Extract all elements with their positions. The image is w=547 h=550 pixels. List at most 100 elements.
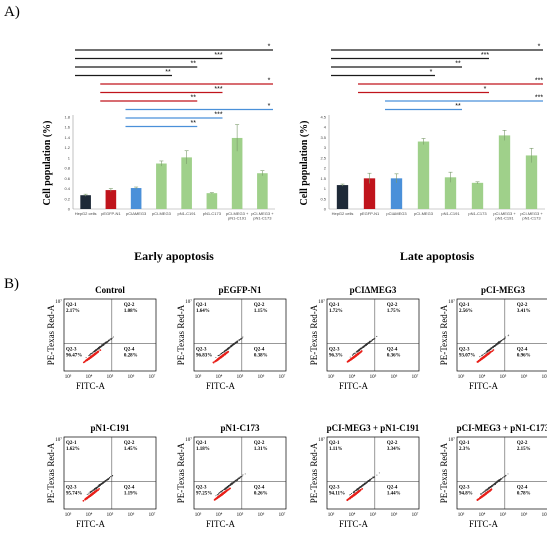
x-category-label: pN1-C173: [203, 211, 222, 216]
quadrant-q2-4: Q2-4: [254, 348, 265, 353]
panel-label-b: B): [4, 276, 19, 292]
quadrant-q2-1-value: 1.11%: [329, 447, 342, 452]
x-category-label: pCI-MEG3 +: [493, 211, 516, 216]
y-axis-label: PE-Texas Red-A: [46, 442, 56, 503]
quadrant-q2-4: Q2-4: [124, 348, 135, 353]
x-category-label: pN1-C191: [495, 216, 514, 221]
plot-frame: [63, 298, 157, 372]
quadrant-q2-1-value: 2.56%: [459, 309, 473, 314]
quadrant-q2-2: Q2-2: [517, 441, 528, 446]
panel-label-a: A): [4, 4, 20, 20]
quadrant-q2-1-value: 1.72%: [329, 309, 343, 314]
x-tick-label: 10³: [65, 374, 72, 380]
y-tick-label: 0.6: [64, 176, 70, 181]
quadrant-q2-4: Q2-4: [517, 348, 528, 353]
y-tick-label: 0.5: [320, 196, 326, 201]
y-axis-label: Cell population (%): [299, 120, 310, 205]
x-tick-label: 10⁵: [237, 374, 244, 380]
significance-mark: ***: [481, 52, 489, 59]
y-tick-label: 10⁷: [55, 437, 62, 443]
quadrant-q2-2: Q2-2: [254, 441, 265, 446]
plot-frame: [456, 298, 547, 372]
late-apoptosis-plot: 0 0.5 1 1.5 2 2.5 3 3.5 4 4.5 HepG2 cells pEGFP-N1 p…: [299, 44, 545, 263]
y-axis-label: PE-Texas Red-A: [309, 442, 319, 503]
y-tick-label: 1: [324, 186, 327, 191]
x-category-label: pEGFP-N1: [101, 211, 121, 216]
quadrant-q2-2-value: 3.41%: [517, 309, 531, 314]
quadrant-q2-3: Q2-3: [66, 486, 77, 491]
bar-1: [80, 195, 91, 209]
x-tick-label: 10³: [328, 374, 335, 380]
plot-frame: [456, 436, 547, 510]
scatter-points: [212, 336, 244, 364]
flow-panel-5: pN1-C191 Q2-11.62% Q2-21.45% Q2-395.74% Q2-4…: [46, 423, 157, 529]
bar-8: [257, 173, 268, 209]
x-category-label: pN1-C173: [468, 211, 487, 216]
x-category-label: pCI-MEG3: [414, 211, 434, 216]
x-tick-label: 10⁵: [237, 512, 244, 518]
quadrant-q2-4-value: 0.28%: [124, 354, 138, 359]
x-tick-label: 10³: [328, 512, 335, 518]
quadrant-q2-4-value: 0.96%: [517, 354, 531, 359]
y-tick-label: 1: [68, 155, 71, 160]
x-tick-label: 10⁴: [216, 512, 223, 518]
significance-mark: *: [430, 69, 433, 76]
x-tick-label: 10⁵: [500, 512, 507, 518]
plot-frame: [63, 436, 157, 510]
scatter-points: [82, 475, 114, 502]
x-category-label: pCI-MEG3: [152, 211, 172, 216]
y-tick-label: 3: [324, 145, 327, 150]
quadrant-q2-2: Q2-2: [387, 441, 398, 446]
quadrant-q2-4-value: 0.78%: [517, 492, 531, 497]
quadrant-q2-2-value: 3.34%: [387, 447, 401, 452]
quadrant-q2-3-value: 96.3%: [329, 354, 343, 359]
significance-mark: **: [191, 61, 197, 68]
x-tick-label: 10³: [65, 512, 72, 518]
quadrant-q2-3-value: 94.8%: [459, 492, 473, 497]
y-tick-label: 1.6: [64, 125, 70, 130]
quadrant-q2-2-value: 1.08%: [124, 309, 138, 314]
quadrant-q2-2: Q2-2: [254, 303, 265, 308]
scatter-points: [476, 473, 509, 501]
significance-mark: ***: [535, 95, 543, 102]
y-tick-label: 0: [68, 207, 71, 212]
flow-panel-title: pN1-C191: [90, 423, 130, 433]
x-category-label: pCIΔMEG3: [126, 211, 147, 216]
x-tick-label: 10³: [195, 512, 202, 518]
x-tick-label: 10⁷: [279, 512, 286, 518]
y-axis-label: PE-Texas Red-A: [46, 304, 56, 365]
y-tick-label: 4: [324, 125, 327, 130]
quadrant-q2-1: Q2-1: [329, 441, 340, 446]
y-tick-label: 0.8: [64, 166, 70, 171]
x-tick-label: 10⁷: [149, 374, 156, 380]
quadrant-q2-3: Q2-3: [196, 348, 207, 353]
x-tick-label: 10⁶: [391, 374, 398, 380]
significance-mark: ***: [214, 112, 222, 119]
significance-mark: **: [455, 103, 461, 110]
quadrant-q2-3: Q2-3: [329, 486, 340, 491]
quadrant-q2-2: Q2-2: [387, 303, 398, 308]
x-tick-label: 10⁷: [412, 374, 419, 380]
x-axis-label: FITC-A: [206, 519, 236, 529]
quadrant-q2-4-value: 0.38%: [254, 354, 268, 359]
y-tick-label: 1.5: [320, 176, 326, 181]
y-tick-label: 2.5: [320, 155, 326, 160]
flow-panel-title: pCI-MEG3 + pN1-C191: [327, 423, 420, 433]
quadrant-q2-2-value: 1.31%: [254, 447, 268, 452]
quadrant-q2-3: Q2-3: [459, 348, 470, 353]
x-tick-label: 10⁶: [521, 374, 528, 380]
significance-mark: ***: [535, 78, 543, 85]
y-tick-label: 10⁷: [185, 437, 192, 443]
x-tick-label: 10⁶: [391, 512, 398, 518]
x-category-label: pN1-C191: [228, 216, 247, 221]
x-axis-label: FITC-A: [339, 519, 369, 529]
flow-panel-1: Control Q2-12.17% Q2-21.08% Q2-396.47% Q2-40…: [46, 285, 157, 391]
quadrant-q2-1: Q2-1: [196, 303, 207, 308]
y-tick-label: 3.5: [320, 135, 326, 140]
x-tick-label: 10⁴: [86, 512, 93, 518]
significance-mark: *: [484, 86, 487, 93]
x-category-label: pN1-C173: [522, 216, 541, 221]
bar-3: [130, 188, 142, 209]
quadrant-q2-3-value: 95.74%: [66, 492, 82, 497]
